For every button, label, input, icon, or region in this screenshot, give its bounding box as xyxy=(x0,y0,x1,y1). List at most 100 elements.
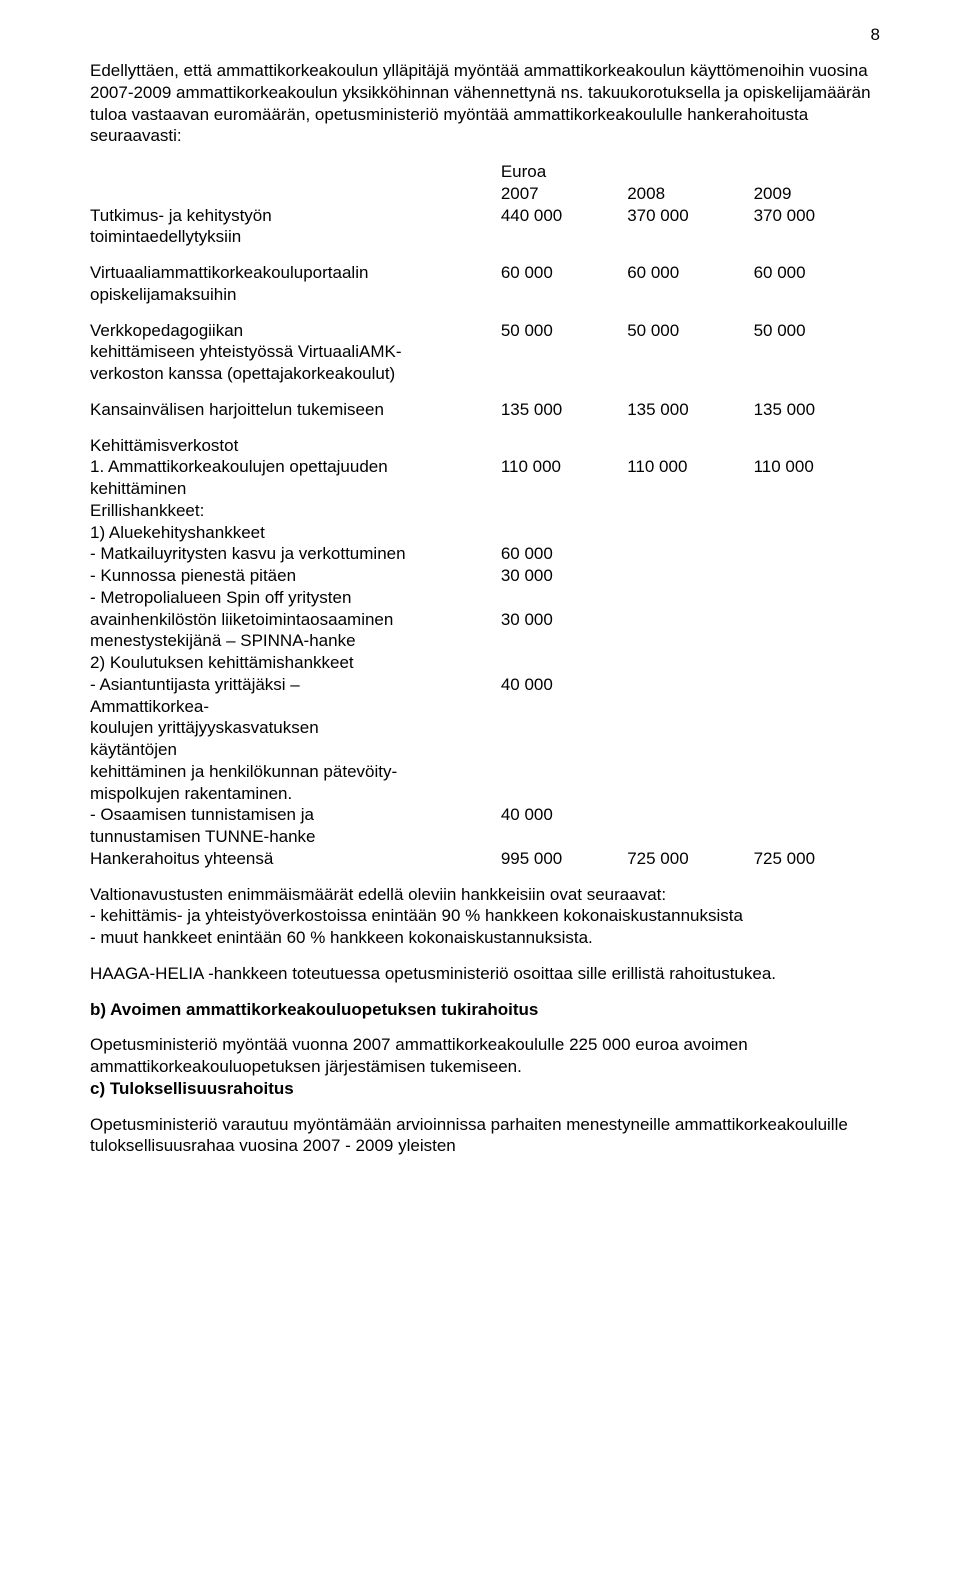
aluekehityshankkeet-heading: 1) Aluekehityshankkeet xyxy=(90,522,501,544)
row-value: 50 000 xyxy=(627,320,753,342)
para-valtionavustus: Valtionavustusten enimmäismäärät edellä … xyxy=(90,884,880,949)
row-value: 110 000 xyxy=(754,456,880,478)
funding-table-r4: Kansainvälisen harjoittelun tukemiseen 1… xyxy=(90,399,880,421)
row-label: Kansainvälisen harjoittelun tukemiseen xyxy=(90,399,501,421)
table-row: käytäntöjen xyxy=(90,739,880,761)
intro-paragraph: Edellyttäen, että ammattikorkeakoulun yl… xyxy=(90,60,880,147)
table-row: - Asiantuntijasta yrittäjäksi – 40 000 xyxy=(90,674,880,696)
erillishankkeet-heading: Erillishankkeet: xyxy=(90,500,501,522)
year-2009: 2009 xyxy=(754,183,880,205)
row-value: 40 000 xyxy=(501,804,627,826)
funding-table-r2: Virtuaaliammattikorkeakouluportaalin 60 … xyxy=(90,262,880,306)
para-b: Opetusministeriö myöntää vuonna 2007 amm… xyxy=(90,1034,880,1099)
table-row: Verkkopedagogiikan 50 000 50 000 50 000 xyxy=(90,320,880,342)
row-value: 30 000 xyxy=(501,609,627,631)
table-row: verkoston kanssa (opettajakorkeakoulut) xyxy=(90,363,880,385)
table-year-row: 2007 2008 2009 xyxy=(90,183,880,205)
funding-table-r3: Verkkopedagogiikan 50 000 50 000 50 000 … xyxy=(90,320,880,385)
row-value: 50 000 xyxy=(754,320,880,342)
row-label: Hankerahoitus yhteensä xyxy=(90,848,501,870)
row-label: kehittäminen xyxy=(90,478,501,500)
row-label: verkoston kanssa (opettajakorkeakoulut) xyxy=(90,363,501,385)
table-row: Tutkimus- ja kehitystyön 440 000 370 000… xyxy=(90,205,880,227)
row-label: - Kunnossa pienestä pitäen xyxy=(90,565,501,587)
row-label: - Metropolialueen Spin off yritysten xyxy=(90,587,501,609)
row-label: tunnustamisen TUNNE-hanke xyxy=(90,826,501,848)
table-row: avainhenkilöstön liiketoimintaosaaminen … xyxy=(90,609,880,631)
row-label: - Matkailuyritysten kasvu ja verkottumin… xyxy=(90,543,501,565)
table-row: koulujen yrittäjyyskasvatuksen xyxy=(90,717,880,739)
row-label: kehittäminen ja henkilökunnan pätevöity- xyxy=(90,761,501,783)
kehittamisverkostot-heading: Kehittämisverkostot xyxy=(90,435,501,457)
row-value: 370 000 xyxy=(754,205,880,227)
row-value: 50 000 xyxy=(501,320,627,342)
table-row: - Metropolialueen Spin off yritysten xyxy=(90,587,880,609)
row-value: 40 000 xyxy=(501,674,627,696)
year-2008: 2008 xyxy=(627,183,753,205)
row-label: Virtuaaliammattikorkeakouluportaalin xyxy=(90,262,501,284)
row-label: - Osaamisen tunnistamisen ja xyxy=(90,804,501,826)
table-row: Kehittämisverkostot xyxy=(90,435,880,457)
table-row: 1. Ammattikorkeakoulujen opettajuuden 11… xyxy=(90,456,880,478)
row-label: 1. Ammattikorkeakoulujen opettajuuden xyxy=(90,456,501,478)
table-row: mispolkujen rakentaminen. xyxy=(90,783,880,805)
table-row: - Kunnossa pienestä pitäen 30 000 xyxy=(90,565,880,587)
heading-b: b) Avoimen ammattikorkeakouluopetuksen t… xyxy=(90,999,880,1021)
table-row: menestystekijänä – SPINNA-hanke xyxy=(90,630,880,652)
table-row: kehittäminen ja henkilökunnan pätevöity- xyxy=(90,761,880,783)
row-label: menestystekijänä – SPINNA-hanke xyxy=(90,630,501,652)
row-value: 725 000 xyxy=(754,848,880,870)
row-label: - Asiantuntijasta yrittäjäksi – xyxy=(90,674,501,696)
row-value: 30 000 xyxy=(501,565,627,587)
table-row: - Osaamisen tunnistamisen ja 40 000 xyxy=(90,804,880,826)
table-row: - Matkailuyritysten kasvu ja verkottumin… xyxy=(90,543,880,565)
table-row: kehittäminen xyxy=(90,478,880,500)
row-value: 135 000 xyxy=(627,399,753,421)
table-row: Kansainvälisen harjoittelun tukemiseen 1… xyxy=(90,399,880,421)
row-label: opiskelijamaksuihin xyxy=(90,284,501,306)
row-value: 60 000 xyxy=(501,543,627,565)
row-value: 60 000 xyxy=(754,262,880,284)
row-label: Ammattikorkea- xyxy=(90,696,501,718)
table-row: Ammattikorkea- xyxy=(90,696,880,718)
row-value: 440 000 xyxy=(501,205,627,227)
row-value: 135 000 xyxy=(501,399,627,421)
table-row: Hankerahoitus yhteensä 995 000 725 000 7… xyxy=(90,848,880,870)
row-value: 995 000 xyxy=(501,848,627,870)
row-value: 110 000 xyxy=(501,456,627,478)
table-row: opiskelijamaksuihin xyxy=(90,284,880,306)
year-2007: 2007 xyxy=(501,183,627,205)
table-header-row: Euroa xyxy=(90,161,880,183)
row-label: koulujen yrittäjyyskasvatuksen xyxy=(90,717,501,739)
row-value: 60 000 xyxy=(627,262,753,284)
koulutuksen-heading: 2) Koulutuksen kehittämishankkeet xyxy=(90,652,501,674)
table-row: tunnustamisen TUNNE-hanke xyxy=(90,826,880,848)
table-row: Erillishankkeet: xyxy=(90,500,880,522)
heading-c: c) Tuloksellisuusrahoitus xyxy=(90,1079,294,1098)
row-value: 60 000 xyxy=(501,262,627,284)
row-value: 110 000 xyxy=(627,456,753,478)
para-haaga-helia: HAAGA-HELIA -hankkeen toteutuessa opetus… xyxy=(90,963,880,985)
text-line: Valtionavustusten enimmäismäärät edellä … xyxy=(90,885,666,904)
page-number: 8 xyxy=(871,24,880,46)
funding-table: Euroa 2007 2008 2009 Tutkimus- ja kehity… xyxy=(90,161,880,248)
table-row: toimintaedellytyksiin xyxy=(90,226,880,248)
text-line: - kehittämis- ja yhteistyöverkostoissa e… xyxy=(90,906,743,925)
text-line: - muut hankkeet enintään 60 % hankkeen k… xyxy=(90,928,593,947)
row-label: Verkkopedagogiikan xyxy=(90,320,501,342)
row-value: 725 000 xyxy=(627,848,753,870)
row-value: 370 000 xyxy=(627,205,753,227)
row-label: mispolkujen rakentaminen. xyxy=(90,783,501,805)
row-label: toimintaedellytyksiin xyxy=(90,226,501,248)
table-row: 1) Aluekehityshankkeet xyxy=(90,522,880,544)
para-c: Opetusministeriö varautuu myöntämään arv… xyxy=(90,1114,880,1158)
row-label: käytäntöjen xyxy=(90,739,501,761)
funding-table-section2: Kehittämisverkostot 1. Ammattikorkeakoul… xyxy=(90,435,880,870)
table-row: kehittämiseen yhteistyössä VirtuaaliAMK- xyxy=(90,341,880,363)
header-euroa: Euroa xyxy=(501,161,627,183)
row-label: Tutkimus- ja kehitystyön xyxy=(90,205,501,227)
row-label: kehittämiseen yhteistyössä VirtuaaliAMK- xyxy=(90,341,501,363)
row-label: avainhenkilöstön liiketoimintaosaaminen xyxy=(90,609,501,631)
table-row: Virtuaaliammattikorkeakouluportaalin 60 … xyxy=(90,262,880,284)
row-value: 135 000 xyxy=(754,399,880,421)
